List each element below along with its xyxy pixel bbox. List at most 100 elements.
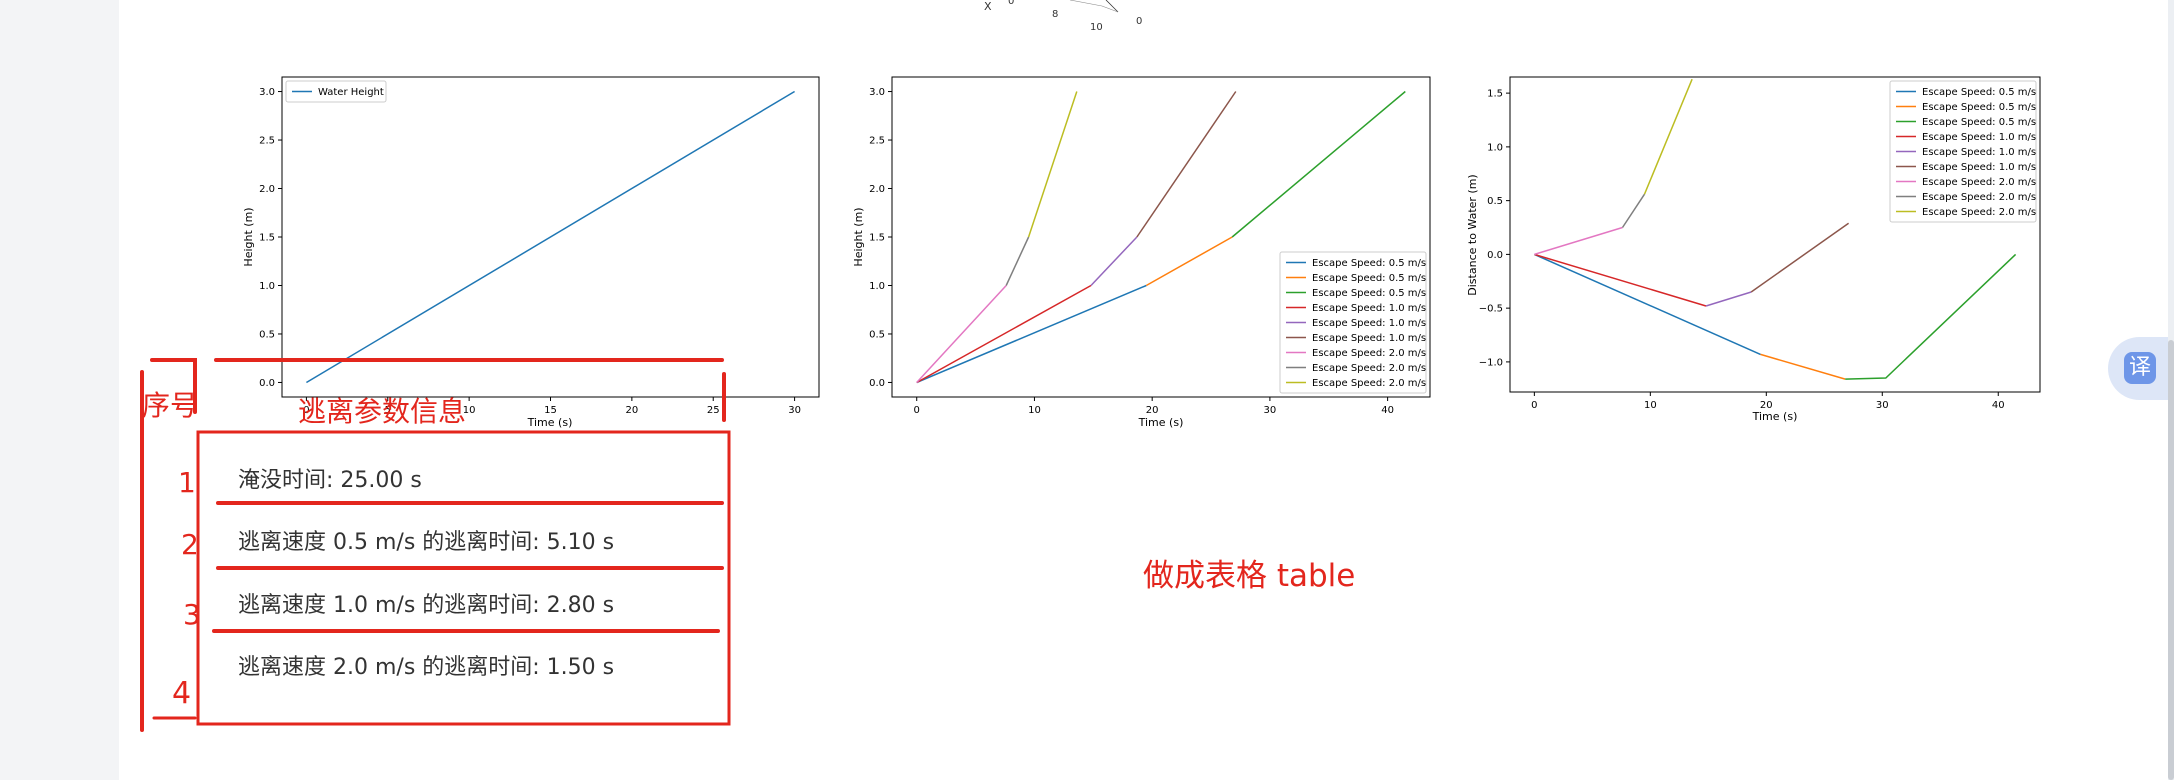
y-axis-label: Height (m) [852,207,865,266]
chart-legend: Escape Speed: 0.5 m/s Escape Speed: 0.5 m… [1889,80,2037,223]
table-row-2: 逃离速度 0.5 m/s 的逃离时间: 5.10 s [238,530,615,555]
legend-box [285,80,387,103]
water-height-chart: 0 5 10 15 20 25 30 0.0 0.5 1.0 1.5 2.0 2.5 3.0 Time (… [242,76,820,429]
legend-label-4: Escape Speed: 1.0 m/s [1922,147,2036,158]
translate-icon: 译 [2124,352,2156,384]
series-line-8 [1027,91,1078,238]
series-line-7 [1621,193,1646,228]
table-row-3: 逃离速度 1.0 m/s 的逃离时间: 2.80 s [238,593,615,618]
table-note: 做成表格 table [1143,558,1356,594]
legend-box [1279,251,1427,394]
y-axis-label: Height (m) [242,207,255,266]
x-tick-label-3: 30 [1876,400,1889,411]
series-line-6 [1534,226,1623,256]
table-row-1: 淹没时间: 25.00 s [238,468,422,493]
escape-height-chart: 0 10 20 30 400.00.51.01.52.02.53.0 Time (s) … [852,76,1431,429]
x-tick-label-0: 0 [303,405,309,416]
top-label-a: 0 [1008,0,1014,7]
legend-label-1: Escape Speed: 0.5 m/s [1312,273,1426,284]
x-tick-label-2: 20 [1146,405,1159,416]
legend-label-0: Escape Speed: 0.5 m/s [1922,87,2036,98]
x-axis-label: Time (s) [527,416,573,429]
plot-frame [1509,76,2041,393]
series-line-0 [1534,253,1761,356]
translate-button[interactable]: 译 [2108,337,2174,400]
y-tick-label-3: 0.5 [1487,196,1503,207]
legend-label-0: Water Height [318,87,384,98]
top-label-x: X [984,0,992,13]
top-label-c: 10 [1090,22,1103,33]
legend-label-1: Escape Speed: 0.5 m/s [1922,102,2036,113]
bracket-seq-top [150,358,197,414]
series-line-7 [1005,236,1030,286]
x-tick-label-6: 30 [788,405,801,416]
series-line-4 [1090,236,1138,287]
series-line-2 [1231,90,1406,238]
legend-label-3: Escape Speed: 1.0 m/s [1922,132,2036,143]
table-row-4: 逃离速度 2.0 m/s 的逃离时间: 1.50 s [238,655,615,680]
table-annotation-strokes [140,358,731,732]
series-line-0 [916,284,1147,384]
series-line-1 [1760,353,1846,380]
legend-label-4: Escape Speed: 1.0 m/s [1312,318,1426,329]
x-tick-label-4: 20 [625,405,638,416]
series-line-1 [1145,236,1233,287]
legend-label-7: Escape Speed: 2.0 m/s [1922,192,2036,203]
y-tick-label-4: 2.0 [869,184,885,195]
x-axis-label: Time (s) [1138,416,1184,429]
row-number-4: 4 [172,676,192,711]
y-tick-label-6: 3.0 [259,87,275,98]
info-box [196,430,731,726]
series-line-0 [306,90,795,384]
y-tick-label-1: 0.5 [259,329,275,340]
series-line-2 [1845,253,2017,380]
series-line-8 [1643,78,1693,195]
series-line-6 [916,284,1007,384]
x-axis-label: Time (s) [1752,410,1798,423]
y-tick-label-2: 1.0 [869,281,885,292]
header-info: 逃离参数信息 [298,395,467,428]
y-tick-label-3: 1.5 [259,233,275,244]
top-label-b: 8 [1052,9,1058,20]
chart-legend: Water Height [285,80,387,103]
legend-label-8: Escape Speed: 2.0 m/s [1312,378,1426,389]
legend-label-6: Escape Speed: 2.0 m/s [1922,177,2036,188]
legend-label-6: Escape Speed: 2.0 m/s [1312,348,1426,359]
y-tick-label-6: 3.0 [869,87,885,98]
y-tick-label-0: −1.0 [1479,357,1503,368]
y-tick-label-4: 1.0 [1487,142,1503,153]
series-line-4 [1705,291,1752,307]
series-line-3 [916,284,1092,384]
series-line-3 [1534,253,1707,307]
y-tick-label-2: 0.0 [1487,250,1503,261]
legend-label-8: Escape Speed: 2.0 m/s [1922,207,2036,218]
header-seq: 序号 [142,389,199,422]
row-number-2: 2 [181,528,199,561]
x-tick-label-0: 0 [914,405,920,416]
legend-label-5: Escape Speed: 1.0 m/s [1922,162,2036,173]
row-number-3: 3 [183,598,201,631]
series-line-5 [1750,222,1850,293]
y-tick-label-4: 2.0 [259,184,275,195]
y-tick-label-1: 0.5 [869,329,885,340]
row-number-1: 1 [178,466,196,499]
x-tick-label-0: 0 [1531,400,1537,411]
x-tick-label-2: 20 [1760,400,1773,411]
legend-label-3: Escape Speed: 1.0 m/s [1312,303,1426,314]
x-tick-label-5: 25 [707,405,720,416]
scrollbar[interactable] [2168,0,2174,780]
left-gutter [0,0,119,780]
scrollbar-thumb[interactable] [2168,340,2174,780]
x-tick-label-3: 15 [544,405,557,416]
legend-label-0: Escape Speed: 0.5 m/s [1312,258,1426,269]
top-3d-plot-fragment: X 0 8 10 0 [984,0,1142,33]
x-tick-label-4: 40 [1992,400,2005,411]
y-tick-label-5: 2.5 [259,136,275,147]
y-tick-label-5: 1.5 [1487,89,1503,100]
legend-label-2: Escape Speed: 0.5 m/s [1312,288,1426,299]
series-line-5 [1136,91,1237,238]
y-tick-label-5: 2.5 [869,136,885,147]
legend-label-7: Escape Speed: 2.0 m/s [1312,363,1426,374]
y-tick-label-3: 1.5 [869,233,885,244]
legend-label-2: Escape Speed: 0.5 m/s [1922,117,2036,128]
